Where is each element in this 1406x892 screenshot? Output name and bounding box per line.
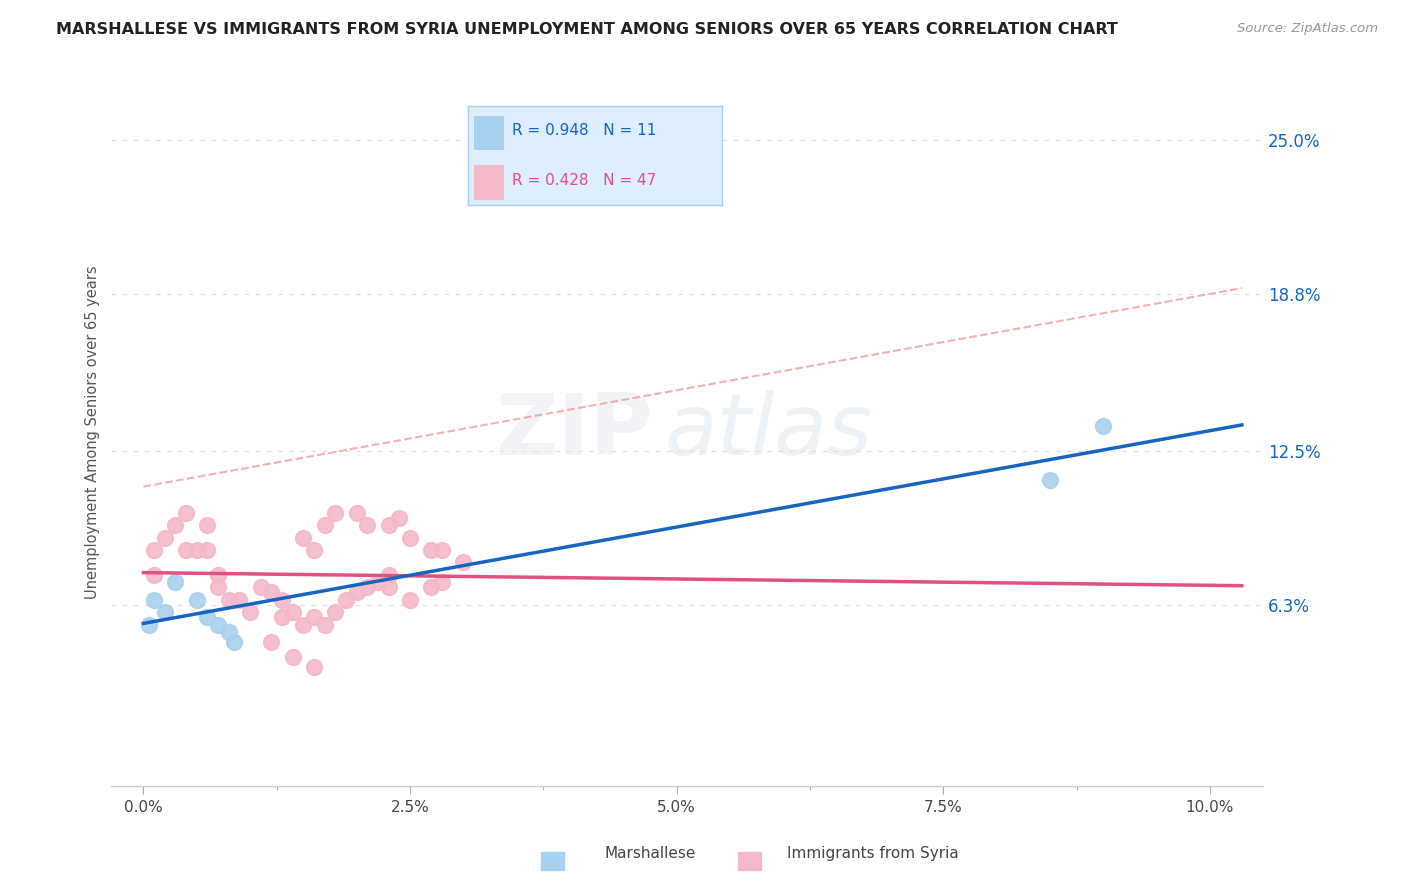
Point: [174, 506, 197, 520]
Point: [314, 617, 336, 632]
Text: Source: ZipAtlas.com: Source: ZipAtlas.com: [1237, 22, 1378, 36]
Point: [292, 531, 315, 545]
Point: [377, 580, 399, 594]
Point: [388, 510, 411, 524]
Point: [356, 580, 378, 594]
Point: [143, 568, 166, 582]
Point: [377, 518, 399, 533]
Point: [367, 575, 389, 590]
Point: [399, 531, 422, 545]
Point: [302, 610, 325, 624]
Point: [271, 592, 294, 607]
Point: [228, 592, 250, 607]
Point: [335, 592, 357, 607]
Point: [153, 531, 176, 545]
Point: [186, 543, 208, 558]
Point: [143, 592, 166, 607]
Point: [271, 610, 294, 624]
Point: [302, 660, 325, 674]
Point: [420, 543, 443, 558]
Point: [207, 617, 229, 632]
Point: [399, 592, 422, 607]
Point: [314, 518, 336, 533]
Point: [239, 605, 262, 619]
Point: [138, 617, 160, 632]
Point: [1092, 418, 1115, 433]
Point: [356, 518, 378, 533]
Point: [165, 518, 187, 533]
Point: [222, 635, 245, 649]
Point: [346, 585, 368, 599]
Point: [197, 518, 219, 533]
Text: atlas: atlas: [664, 391, 872, 474]
Point: [197, 543, 219, 558]
Text: MARSHALLESE VS IMMIGRANTS FROM SYRIA UNEMPLOYMENT AMONG SENIORS OVER 65 YEARS CO: MARSHALLESE VS IMMIGRANTS FROM SYRIA UNE…: [56, 22, 1118, 37]
Point: [325, 605, 347, 619]
Point: [430, 575, 453, 590]
Point: [153, 605, 176, 619]
Point: [260, 585, 283, 599]
Y-axis label: Unemployment Among Seniors over 65 years: Unemployment Among Seniors over 65 years: [86, 265, 100, 599]
Point: [165, 575, 187, 590]
Text: ZIP: ZIP: [495, 391, 652, 474]
Text: Immigrants from Syria: Immigrants from Syria: [787, 847, 959, 861]
Point: [420, 580, 443, 594]
Text: Marshallese: Marshallese: [605, 847, 696, 861]
Point: [302, 543, 325, 558]
Point: [346, 506, 368, 520]
Point: [207, 568, 229, 582]
Point: [218, 592, 240, 607]
Point: [218, 625, 240, 640]
Point: [249, 580, 271, 594]
Point: [430, 543, 453, 558]
Point: [453, 556, 475, 570]
Point: [281, 605, 304, 619]
Point: [174, 543, 197, 558]
Point: [186, 592, 208, 607]
Point: [281, 650, 304, 665]
Point: [143, 543, 166, 558]
Point: [1039, 474, 1062, 488]
Point: [325, 506, 347, 520]
Point: [377, 568, 399, 582]
Point: [207, 580, 229, 594]
Point: [292, 617, 315, 632]
Point: [260, 635, 283, 649]
Point: [197, 610, 219, 624]
